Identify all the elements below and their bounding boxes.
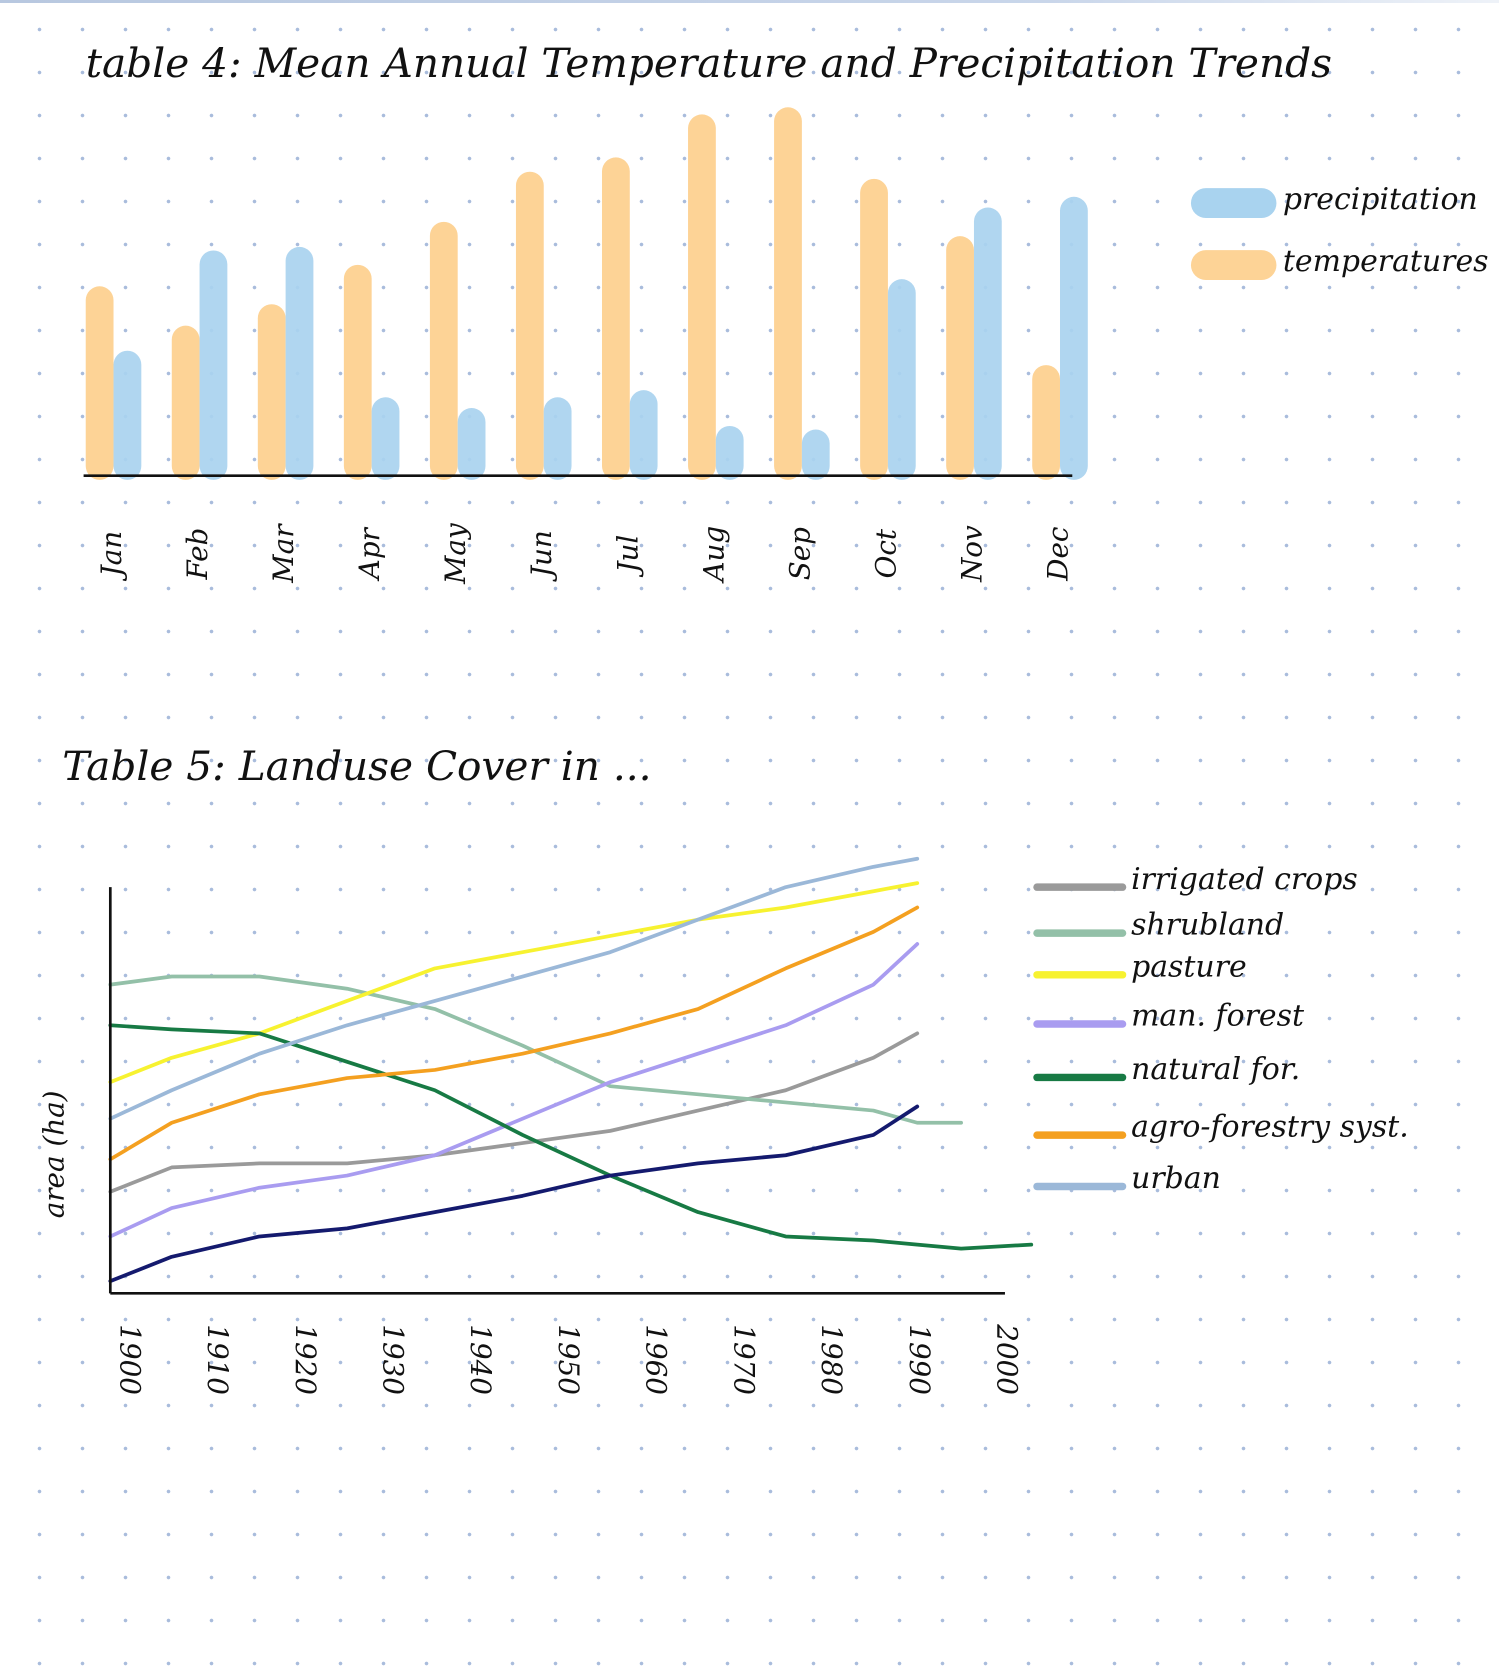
line-series: [108, 942, 920, 1239]
x-tick-label: 1940: [464, 1324, 497, 1395]
line-series: [108, 881, 920, 1085]
x-tick-label: 1980: [815, 1324, 848, 1395]
x-tick-label: Oct: [869, 528, 902, 578]
y-axis-label: area (ha): [37, 1090, 70, 1218]
top-border: [0, 0, 1499, 3]
bar: [973, 207, 1002, 480]
x-tick-label: Jun: [525, 530, 558, 582]
bar: [887, 279, 916, 480]
x-tick-label: Nov: [955, 525, 988, 583]
bar: [860, 178, 888, 480]
x-tick-label: 1930: [376, 1324, 409, 1395]
legend-label: pasture: [1131, 949, 1247, 984]
bar: [601, 157, 630, 480]
x-tick-label: 1970: [727, 1324, 760, 1395]
line-series: [108, 1104, 920, 1284]
chart-title: Table 5: Landuse Cover in ...: [62, 742, 651, 790]
legend-label: temperatures: [1283, 244, 1489, 279]
bar: [285, 246, 314, 480]
bar: [457, 408, 486, 480]
legend-label: urban: [1131, 1161, 1221, 1196]
x-tick-label: Mar: [267, 523, 300, 584]
bar: [801, 429, 830, 480]
bar: [515, 171, 544, 480]
line-series: [108, 905, 920, 1162]
x-tick-label: 1950: [552, 1324, 585, 1395]
bar: [946, 236, 974, 480]
bar: [1032, 365, 1061, 480]
legend-label: precipitation: [1283, 182, 1478, 217]
bar: [371, 397, 400, 480]
x-tick-label: 1900: [113, 1324, 146, 1395]
x-tick-label: Jul: [611, 535, 644, 578]
line-series: [108, 974, 963, 1125]
x-tick-label: Apr: [353, 526, 386, 582]
legend-label: irrigated crops: [1131, 862, 1358, 897]
legend-label: natural for.: [1131, 1052, 1300, 1087]
bar: [715, 425, 744, 480]
x-tick-label: Sep: [783, 527, 816, 580]
x-tick-label: 1920: [289, 1324, 322, 1395]
line-series: [108, 1031, 920, 1194]
x-tick-label: 2000: [990, 1323, 1023, 1395]
x-tick-label: Feb: [181, 528, 214, 581]
bar: [688, 114, 716, 480]
bar: [171, 325, 200, 480]
legend-label: agro-forestry syst.: [1131, 1110, 1409, 1145]
x-tick-label: Jan: [95, 531, 128, 582]
bar: [199, 250, 228, 480]
x-tick-label: Dec: [1042, 526, 1075, 582]
bar: [429, 221, 458, 480]
bar: [543, 397, 572, 480]
bar: [774, 107, 802, 480]
x-tick-label: Aug: [697, 526, 730, 585]
x-tick-label: 1960: [640, 1324, 673, 1395]
x-tick-label: 1990: [903, 1324, 936, 1395]
bar: [113, 350, 142, 480]
bar: [257, 304, 286, 480]
bar: [85, 286, 114, 480]
legend-label: shrubland: [1131, 908, 1284, 943]
bar: [629, 390, 658, 480]
line-series: [108, 856, 920, 1121]
bar: [1060, 196, 1088, 480]
x-tick-label: May: [439, 523, 472, 585]
legend-label: man. forest: [1131, 999, 1305, 1034]
bar: [343, 264, 372, 480]
x-tick-label: 1910: [201, 1324, 234, 1395]
chart-title: table 4: Mean Annual Temperature and Pre…: [86, 39, 1332, 87]
